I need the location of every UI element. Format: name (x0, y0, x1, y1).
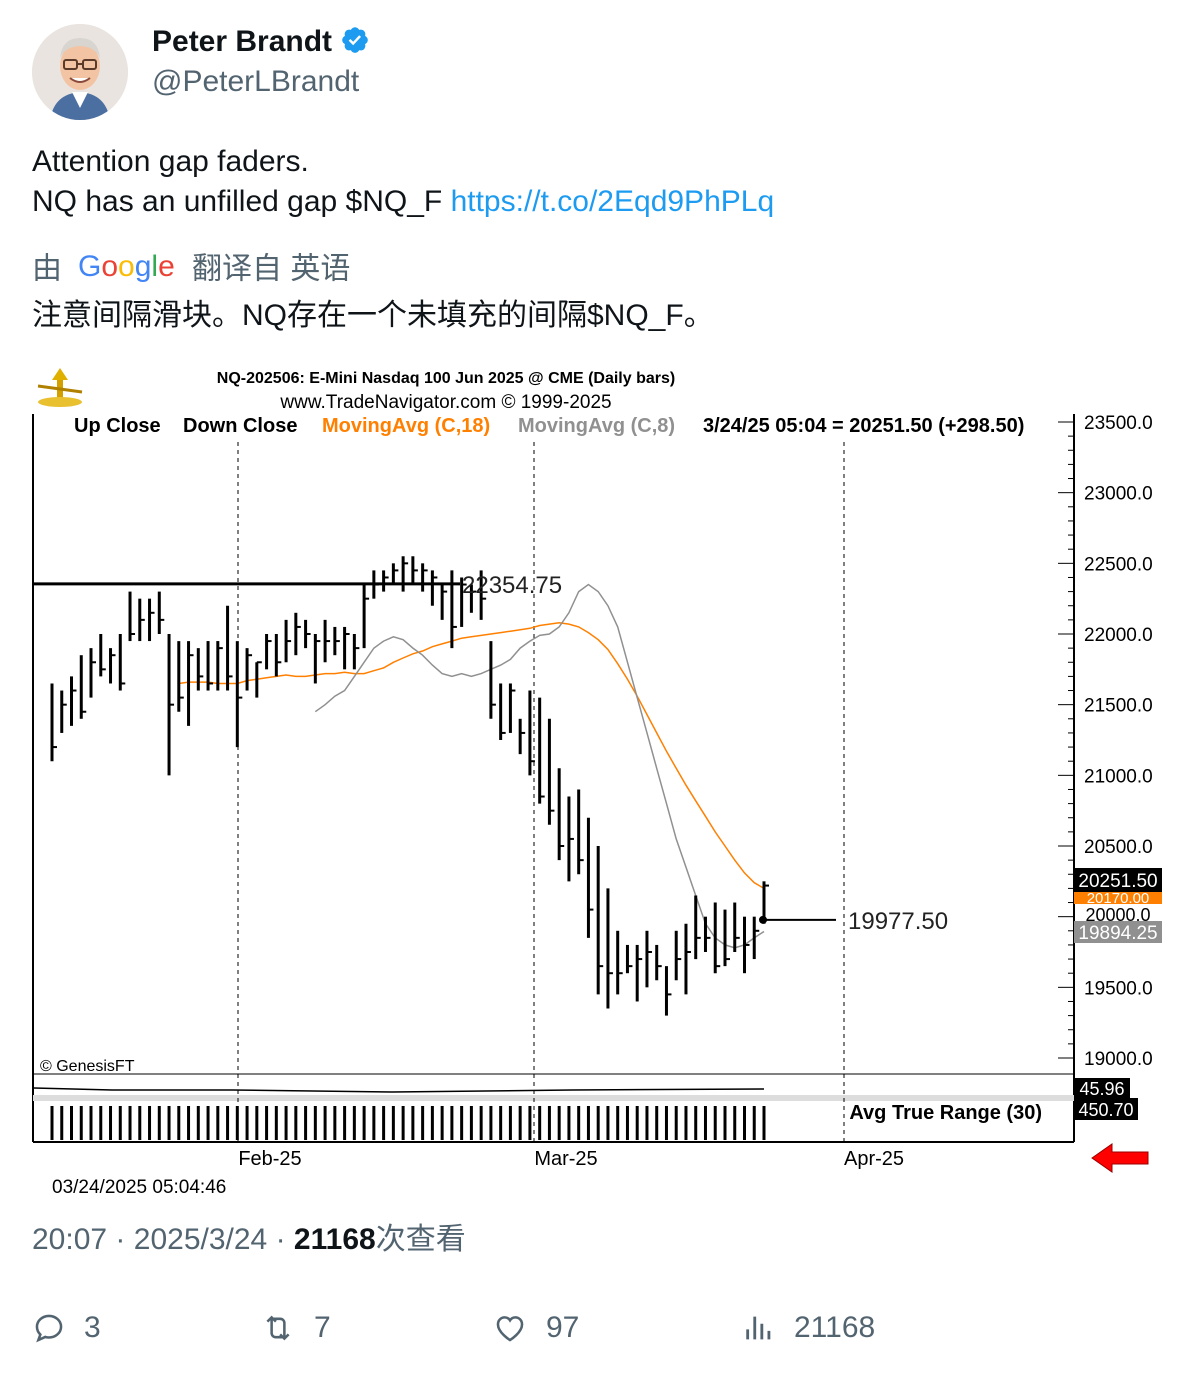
tweet-link[interactable]: https://t.co/2Eqd9PhPLq (450, 185, 775, 218)
y-tick-label: 19000.0 (1084, 1049, 1153, 1070)
author-name-text[interactable]: Peter Brandt (152, 25, 333, 58)
y-tick-label: 21000.0 (1084, 766, 1153, 787)
atr-tag-2-label: 450.70 (1078, 1100, 1133, 1120)
ma8-price-tag (1074, 921, 1162, 943)
x-tick-apr: Apr-25 (844, 1148, 904, 1170)
x-tick-mar: Mar-25 (534, 1148, 597, 1170)
atr-label: Avg True Range (30) (849, 1102, 1042, 1124)
legend-down-close: Down Close (183, 415, 297, 437)
y-tick-label: 22000.0 (1084, 625, 1153, 646)
ma18-price-label: 20170.00 (1087, 890, 1150, 907)
tweet-meta: 20:07 · 2025/3/24 · 21168次查看 (32, 1220, 466, 1260)
reply-count: 3 (84, 1311, 101, 1344)
y-tick-label: 22500.0 (1084, 554, 1153, 575)
repost-icon (266, 1315, 290, 1341)
atr-line (33, 1087, 765, 1093)
svg-text:Google: Google (78, 250, 175, 282)
verified-badge-icon (342, 27, 368, 53)
gap-level-label-upper: 22354.75 (462, 572, 562, 599)
reply-button[interactable]: 3 (32, 1308, 101, 1348)
ma8-line (314, 583, 765, 949)
legend-ma8: MovingAvg (C,8) (518, 415, 675, 437)
avatar-image (32, 24, 128, 120)
author-handle[interactable]: @PeterLBrandt (152, 65, 360, 98)
x-tick-feb: Feb-25 (238, 1148, 301, 1170)
last-price-tag (1074, 868, 1162, 892)
tweet-time[interactable]: 20:07 (32, 1223, 108, 1256)
reply-icon (35, 1314, 63, 1343)
google-logo: Google (78, 248, 176, 293)
legend-readout: 3/24/25 05:04 = 20251.50 (+298.50) (703, 415, 1024, 437)
ma18-price-tag (1074, 892, 1162, 904)
gap-level-marker (759, 915, 767, 924)
y-tick-label: 23000.0 (1084, 484, 1153, 505)
repost-button[interactable]: 7 (260, 1308, 331, 1348)
y-tick-label: 20500.0 (1084, 837, 1153, 858)
translation-suffix: 翻译自 英语 (192, 252, 351, 286)
ma18-line (178, 621, 765, 890)
analytics-count: 21168 (794, 1311, 876, 1344)
price-chart: NQ-202506: E-Mini Nasdaq 100 Jun 2025 @ … (32, 362, 1164, 1202)
ma8-price-label: 19894.25 (1078, 923, 1157, 944)
meta-separator: · (275, 1223, 286, 1256)
tweet-date[interactable]: 2025/3/24 (133, 1223, 268, 1256)
repost-count: 7 (314, 1311, 331, 1344)
hidden-tick-label: 20000.0 (1085, 905, 1150, 925)
analytics-icon (746, 1316, 771, 1340)
copyright-label: © GenesisFT (40, 1058, 135, 1075)
red-arrow-icon (1091, 1143, 1149, 1173)
meta-separator: · (115, 1223, 126, 1256)
atr-tag-1 (1074, 1078, 1130, 1098)
legend-ma18: MovingAvg (C,18) (322, 415, 490, 437)
y-tick-label: 19500.0 (1084, 978, 1153, 999)
translation-prefix: 由 (32, 252, 62, 286)
trade-navigator-logo-icon (37, 368, 83, 407)
gap-level-label-lower: 19977.50 (848, 908, 948, 935)
translated-text: 注意间隔滑块。NQ存在一个未填充的间隔$NQ_F。 (32, 299, 714, 332)
legend-up-close: Up Close (74, 415, 161, 437)
heart-icon (496, 1316, 524, 1342)
chart-image[interactable]: NQ-202506: E-Mini Nasdaq 100 Jun 2025 @ … (32, 362, 1164, 1202)
google-logo-svg: Google (78, 250, 175, 283)
tweet-line-1: Attention gap faders. (32, 145, 309, 178)
like-count: 97 (546, 1311, 580, 1344)
tweet-text: Attention gap faders. NQ has an unfilled… (32, 142, 774, 222)
like-button[interactable]: 97 (492, 1308, 579, 1348)
avatar[interactable] (32, 24, 128, 120)
author-name[interactable]: Peter Brandt (152, 24, 370, 60)
view-count-suffix: 次查看 (375, 1223, 466, 1256)
chart-timestamp: 03/24/2025 05:04:46 (52, 1177, 226, 1198)
last-price-label: 20251.50 (1078, 871, 1157, 892)
tweet-line-2: NQ has an unfilled gap $NQ_F https://t.c… (32, 182, 774, 222)
y-tick-label: 23500.0 (1084, 413, 1153, 434)
views-button[interactable]: 21168 (742, 1308, 875, 1348)
atr-tag-2 (1074, 1098, 1138, 1120)
atr-tag-1-label: 45.96 (1079, 1079, 1124, 1099)
tweet-line-2-text: NQ has an unfilled gap $NQ_F (32, 185, 451, 218)
translation-attribution[interactable]: 由 Google 翻译自 英语 (32, 248, 350, 293)
y-tick-label: 21500.0 (1084, 696, 1153, 717)
view-count: 21168 (293, 1223, 376, 1256)
chart-subtitle: www.TradeNavigator.com © 1999-2025 (279, 392, 611, 413)
chart-title: NQ-202506: E-Mini Nasdaq 100 Jun 2025 @ … (217, 370, 675, 387)
